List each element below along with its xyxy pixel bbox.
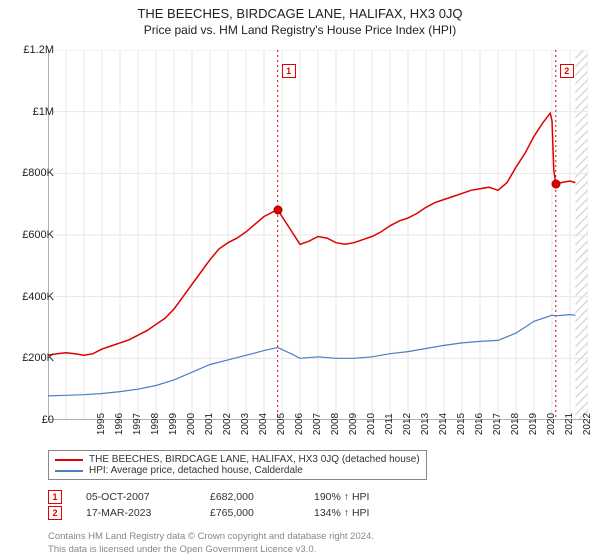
y-tick-label: £400K bbox=[8, 291, 54, 303]
x-tick-label: 2014 bbox=[438, 413, 449, 435]
chart-marker-1: 1 bbox=[282, 64, 296, 78]
legend-item-1: HPI: Average price, detached house, Cald… bbox=[55, 465, 420, 476]
transaction-row-0: 1 05-OCT-2007 £682,000 190% ↑ HPI bbox=[48, 490, 588, 504]
x-tick-label: 2016 bbox=[474, 413, 485, 435]
transaction-row-1: 2 17-MAR-2023 £765,000 134% ↑ HPI bbox=[48, 506, 588, 520]
footer: Contains HM Land Registry data © Crown c… bbox=[48, 531, 374, 556]
x-tick-label: 2020 bbox=[546, 413, 557, 435]
transaction-price-0: £682,000 bbox=[210, 491, 290, 503]
x-tick-label: 2022 bbox=[582, 413, 593, 435]
legend-item-0: THE BEECHES, BIRDCAGE LANE, HALIFAX, HX3… bbox=[55, 454, 420, 465]
y-tick-label: £600K bbox=[8, 229, 54, 241]
y-tick-label: £0 bbox=[8, 414, 54, 426]
chart-title-2: Price paid vs. HM Land Registry's House … bbox=[0, 23, 600, 37]
transaction-pct-1: 134% ↑ HPI bbox=[314, 507, 414, 519]
x-tick-label: 1997 bbox=[132, 413, 143, 435]
x-tick-label: 2007 bbox=[312, 413, 323, 435]
x-tick-label: 2006 bbox=[294, 413, 305, 435]
legend-swatch-0 bbox=[55, 459, 83, 461]
transaction-date-1: 17-MAR-2023 bbox=[86, 507, 186, 519]
transaction-marker-0: 1 bbox=[48, 490, 62, 504]
chart-marker-2: 2 bbox=[560, 64, 574, 78]
chart-title-1: THE BEECHES, BIRDCAGE LANE, HALIFAX, HX3… bbox=[0, 6, 600, 21]
x-tick-label: 1998 bbox=[150, 413, 161, 435]
x-tick-label: 2011 bbox=[384, 413, 395, 435]
legend-and-data: THE BEECHES, BIRDCAGE LANE, HALIFAX, HX3… bbox=[48, 450, 588, 522]
transaction-marker-1: 2 bbox=[48, 506, 62, 520]
x-tick-label: 2000 bbox=[186, 413, 197, 435]
x-tick-label: 2008 bbox=[330, 413, 341, 435]
chart-marker-dot-1 bbox=[273, 205, 282, 214]
x-tick-label: 2002 bbox=[222, 413, 233, 435]
x-tick-label: 2003 bbox=[240, 413, 251, 435]
legend-label-1: HPI: Average price, detached house, Cald… bbox=[89, 465, 303, 476]
x-tick-label: 2012 bbox=[402, 413, 413, 435]
transaction-pct-0: 190% ↑ HPI bbox=[314, 491, 414, 503]
y-tick-label: £800K bbox=[8, 167, 54, 179]
x-tick-label: 2001 bbox=[204, 413, 215, 435]
x-tick-label: 2017 bbox=[492, 413, 503, 435]
x-tick-label: 1995 bbox=[96, 413, 107, 435]
chart-marker-dot-2 bbox=[551, 180, 560, 189]
x-tick-label: 2004 bbox=[258, 413, 269, 435]
x-tick-label: 2010 bbox=[366, 413, 377, 435]
x-tick-label: 2013 bbox=[420, 413, 431, 435]
chart-area: 1219951996199719981999200020012002200320… bbox=[48, 50, 588, 420]
x-tick-label: 2009 bbox=[348, 413, 359, 435]
transactions-table: 1 05-OCT-2007 £682,000 190% ↑ HPI 2 17-M… bbox=[48, 490, 588, 520]
x-tick-label: 1996 bbox=[114, 413, 125, 435]
y-tick-label: £200K bbox=[8, 352, 54, 364]
y-tick-label: £1.2M bbox=[8, 44, 54, 56]
legend-label-0: THE BEECHES, BIRDCAGE LANE, HALIFAX, HX3… bbox=[89, 454, 420, 465]
chart-svg bbox=[48, 50, 588, 420]
legend-box: THE BEECHES, BIRDCAGE LANE, HALIFAX, HX3… bbox=[48, 450, 427, 480]
x-tick-label: 2018 bbox=[510, 413, 521, 435]
footer-line-2: This data is licensed under the Open Gov… bbox=[48, 544, 374, 556]
x-tick-label: 2015 bbox=[456, 413, 467, 435]
x-tick-label: 2005 bbox=[276, 413, 287, 435]
x-tick-label: 1999 bbox=[168, 413, 179, 435]
x-tick-label: 2021 bbox=[564, 413, 575, 435]
y-tick-label: £1M bbox=[8, 106, 54, 118]
x-tick-label: 2019 bbox=[528, 413, 539, 435]
transaction-date-0: 05-OCT-2007 bbox=[86, 491, 186, 503]
legend-swatch-1 bbox=[55, 470, 83, 472]
transaction-price-1: £765,000 bbox=[210, 507, 290, 519]
footer-line-1: Contains HM Land Registry data © Crown c… bbox=[48, 531, 374, 543]
